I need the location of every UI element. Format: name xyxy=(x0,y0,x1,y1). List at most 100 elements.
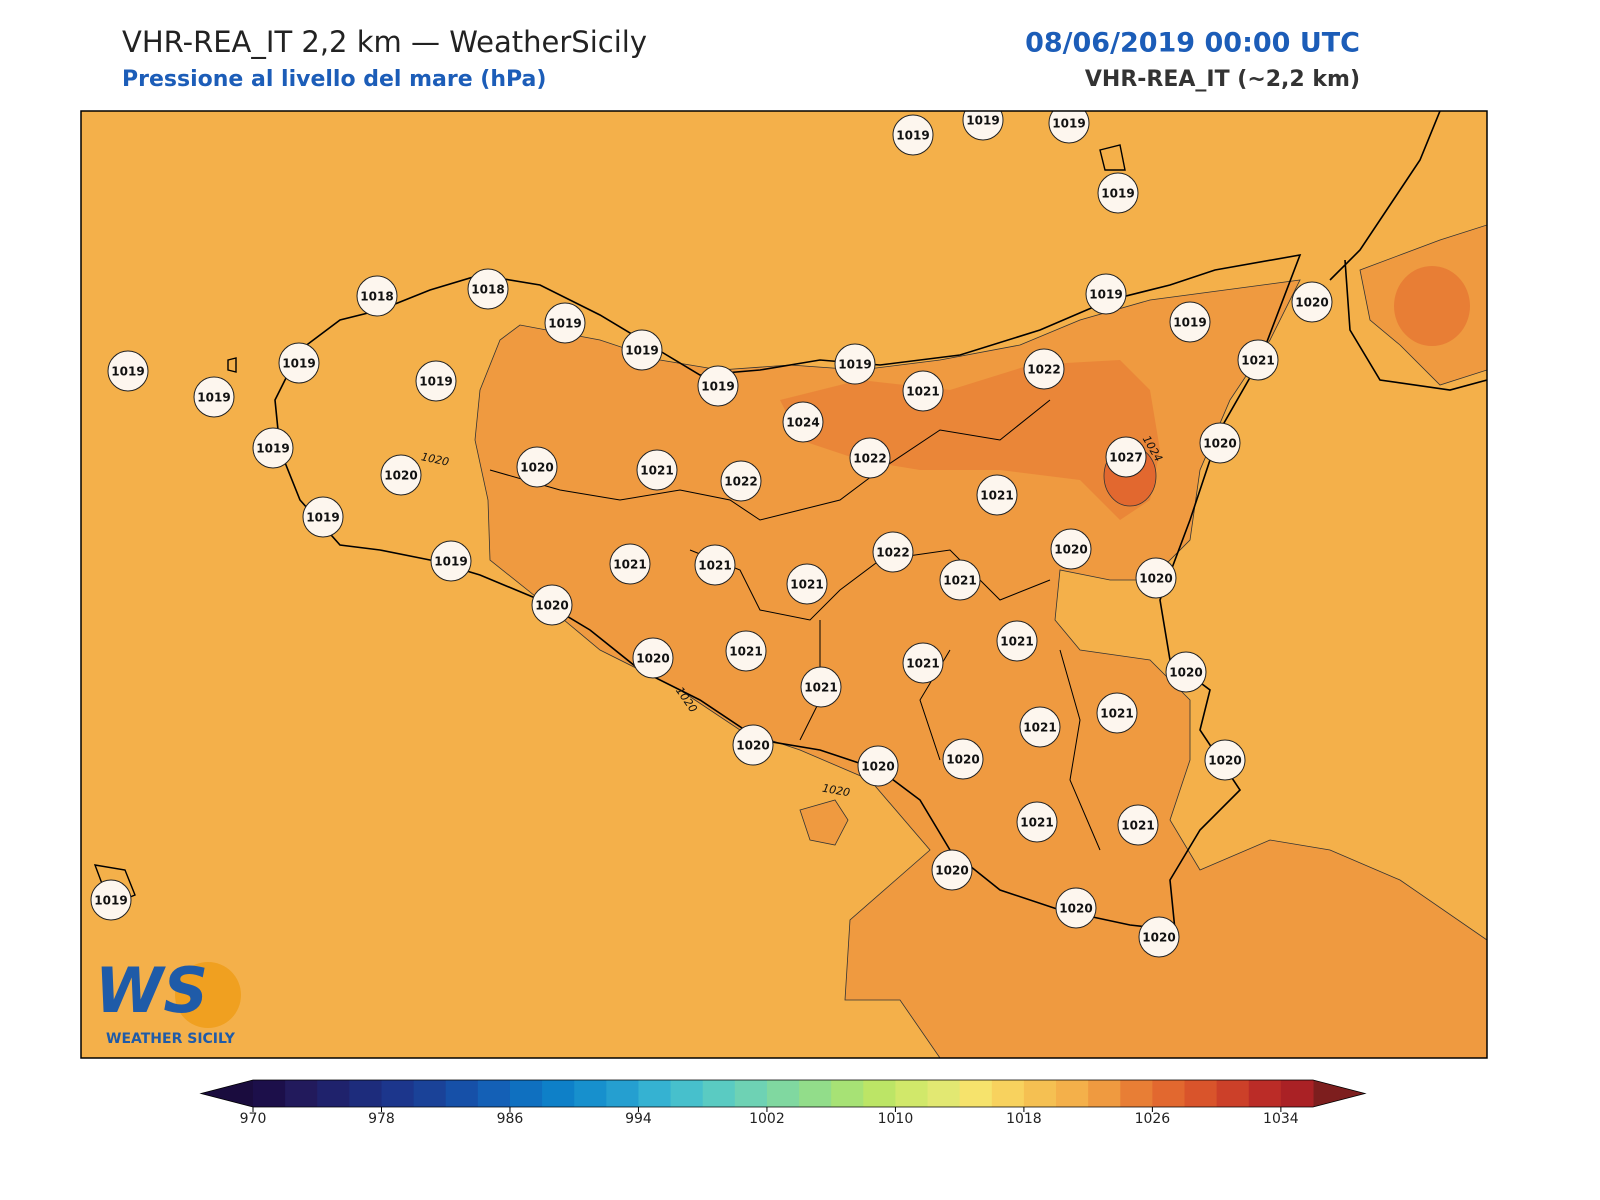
colorbar-bin xyxy=(1216,1080,1250,1107)
colorbar-bin xyxy=(1088,1080,1121,1107)
station-marker xyxy=(1097,172,1139,214)
station-marker xyxy=(380,454,422,496)
station-value: 1021 xyxy=(980,489,1013,503)
station-marker xyxy=(1138,916,1180,958)
station-marker xyxy=(415,360,457,402)
station-value: 1020 xyxy=(1203,437,1236,451)
station-value: 1021 xyxy=(1100,707,1133,721)
station-marker xyxy=(720,460,762,502)
station-value: 1020 xyxy=(1059,902,1092,916)
station-value: 1021 xyxy=(1000,635,1033,649)
pressure-area-calabria-high xyxy=(1394,266,1470,346)
colorbar-bin xyxy=(606,1080,639,1107)
station-marker xyxy=(531,584,573,626)
station-value: 1022 xyxy=(724,475,757,489)
station-marker xyxy=(252,427,294,469)
colorbar-bin xyxy=(1248,1080,1282,1107)
coastline-calabria xyxy=(1329,111,1487,391)
stations: 1019 1019 1019 1019 1018 1018 1019 1019 1019 1019… xyxy=(90,111,1333,958)
station-marker xyxy=(632,637,674,679)
colorbar-tick-label: 1002 xyxy=(749,1111,785,1127)
station-marker xyxy=(1105,436,1147,478)
colorbar-bin xyxy=(349,1080,382,1107)
station-marker xyxy=(782,401,824,443)
station-value: 1020 xyxy=(935,864,968,878)
datetime: 08/06/2019 00:00 UTC xyxy=(1025,28,1360,59)
station-value: 1020 xyxy=(535,599,568,613)
colorbar-bin xyxy=(799,1080,832,1107)
station-marker xyxy=(621,329,663,371)
station-marker xyxy=(834,343,876,385)
station-marker xyxy=(857,745,899,787)
station-marker xyxy=(942,738,984,780)
station-value: 1020 xyxy=(861,760,894,774)
station-value: 1021 xyxy=(1241,354,1274,368)
station-value: 1021 xyxy=(613,558,646,572)
colorbar-bin xyxy=(831,1080,864,1107)
station-marker xyxy=(302,496,344,538)
colorbar-bin xyxy=(927,1080,961,1107)
station-value: 1019 xyxy=(111,365,144,379)
colorbar-bin xyxy=(734,1080,768,1107)
station-value: 1024 xyxy=(786,416,819,430)
station-marker xyxy=(430,540,472,582)
station-value: 1022 xyxy=(1027,363,1060,377)
colorbar-bin xyxy=(285,1080,318,1107)
station-value: 1021 xyxy=(698,559,731,573)
station-value: 1020 xyxy=(1169,666,1202,680)
station-marker xyxy=(872,531,914,573)
colorbar-bin xyxy=(702,1080,736,1107)
station-value: 1019 xyxy=(1052,117,1085,131)
logo-sun xyxy=(175,962,241,1028)
map-frame xyxy=(80,110,1488,1059)
station-marker xyxy=(1096,692,1138,734)
station-marker xyxy=(694,544,736,586)
station-value: 1021 xyxy=(804,681,837,695)
station-marker xyxy=(786,563,828,605)
station-marker xyxy=(1165,651,1207,693)
station-marker xyxy=(1016,801,1058,843)
station-value: 1020 xyxy=(1208,754,1241,768)
model-name: VHR-REA_IT (~2,2 km) xyxy=(1085,67,1360,92)
colorbar-bin xyxy=(317,1080,350,1107)
station-value: 1019 xyxy=(94,894,127,908)
colorbar-bin xyxy=(1120,1080,1153,1107)
colorbar-bin xyxy=(509,1080,543,1107)
station-marker xyxy=(1019,706,1061,748)
station-value: 1027 xyxy=(1109,451,1142,465)
station-marker xyxy=(90,879,132,921)
station-value: 1020 xyxy=(946,753,979,767)
colorbar-tick-label: 986 xyxy=(497,1111,524,1127)
colorbar-bin xyxy=(574,1080,607,1107)
colorbar-bin xyxy=(253,1080,286,1107)
station-value: 1019 xyxy=(1101,187,1134,201)
station-marker xyxy=(976,474,1018,516)
station-value: 1020 xyxy=(384,469,417,483)
station-value: 1019 xyxy=(197,391,230,405)
colorbar-bin xyxy=(1184,1080,1218,1107)
station-value: 1021 xyxy=(790,578,823,592)
colorbar-bin xyxy=(991,1080,1025,1107)
station-marker xyxy=(902,642,944,684)
station-marker xyxy=(1085,273,1127,315)
title: VHR-REA_IT 2,2 km — WeatherSicily xyxy=(122,25,647,59)
pressure-island xyxy=(799,799,849,846)
station-value: 1020 xyxy=(1142,931,1175,945)
station-marker xyxy=(725,630,767,672)
station-marker xyxy=(892,114,934,156)
colorbar-under xyxy=(201,1080,253,1107)
station-marker xyxy=(1199,422,1241,464)
station-value: 1021 xyxy=(943,574,976,588)
station-value: 1019 xyxy=(434,555,467,569)
colorbar-bin xyxy=(1023,1080,1057,1107)
station-marker xyxy=(1135,557,1177,599)
colorbar-bin xyxy=(766,1080,800,1107)
station-marker xyxy=(1237,339,1279,381)
colorbar: 970 978 986 994 1002 1010 1018 1026 1034 xyxy=(199,1079,1367,1127)
station-value: 1021 xyxy=(729,645,762,659)
station-value: 1020 xyxy=(1054,543,1087,557)
station-value: 1021 xyxy=(906,385,939,399)
colorbar-bin xyxy=(959,1080,993,1107)
